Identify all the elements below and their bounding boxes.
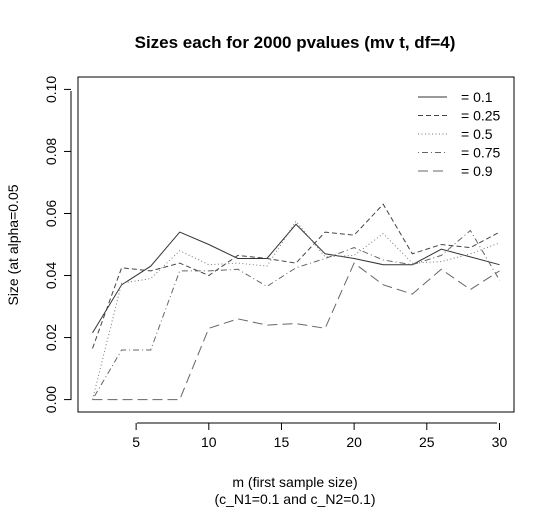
series-line-1 (92, 223, 500, 334)
x-tick-label: 10 (201, 434, 217, 450)
series-lines (92, 203, 500, 401)
legend-label: = 0.9 (461, 163, 493, 179)
x-tick-label: 15 (274, 434, 290, 450)
x-axis-label-line-1: m (first sample size) (232, 474, 357, 490)
x-tick-label: 20 (346, 434, 362, 450)
y-tick-label: 0.06 (43, 200, 59, 227)
legend-label: = 0.5 (461, 126, 493, 142)
chart-title: Sizes each for 2000 pvalues (mv t, df=4) (135, 33, 456, 52)
legend-label: = 0.1 (461, 89, 493, 105)
y-axis-label: Size (at alpha=0.05 (5, 184, 21, 305)
x-tick-label: 25 (419, 434, 435, 450)
series-line-3 (92, 220, 500, 400)
legend-label: = 0.75 (461, 145, 501, 161)
series-line-5 (92, 262, 500, 401)
plot-frame (77, 76, 515, 413)
y-axis-ticks: 0.00 0.02 0.04 0.06 0.08 0.10 (43, 76, 71, 413)
y-tick-label: 0.02 (43, 324, 59, 351)
y-tick-label: 0.10 (43, 76, 59, 103)
legend-label: = 0.25 (461, 108, 501, 124)
legend: = 0.1 = 0.25 = 0.5 = 0.75 = 0.9 (418, 89, 501, 179)
x-axis-label: m (first sample size) (c_N1=0.1 and c_N2… (214, 474, 375, 507)
x-tick-label: 30 (492, 434, 508, 450)
x-axis-ticks: 5 10 15 20 25 30 (132, 423, 507, 450)
series-line-4 (92, 229, 500, 400)
y-tick-label: 0.08 (43, 138, 59, 165)
y-tick-label: 0.04 (43, 262, 59, 289)
x-axis-label-line-2: (c_N1=0.1 and c_N2=0.1) (214, 491, 375, 507)
series-line-2 (92, 203, 500, 349)
y-tick-label: 0.00 (43, 386, 59, 413)
x-tick-label: 5 (132, 434, 140, 450)
